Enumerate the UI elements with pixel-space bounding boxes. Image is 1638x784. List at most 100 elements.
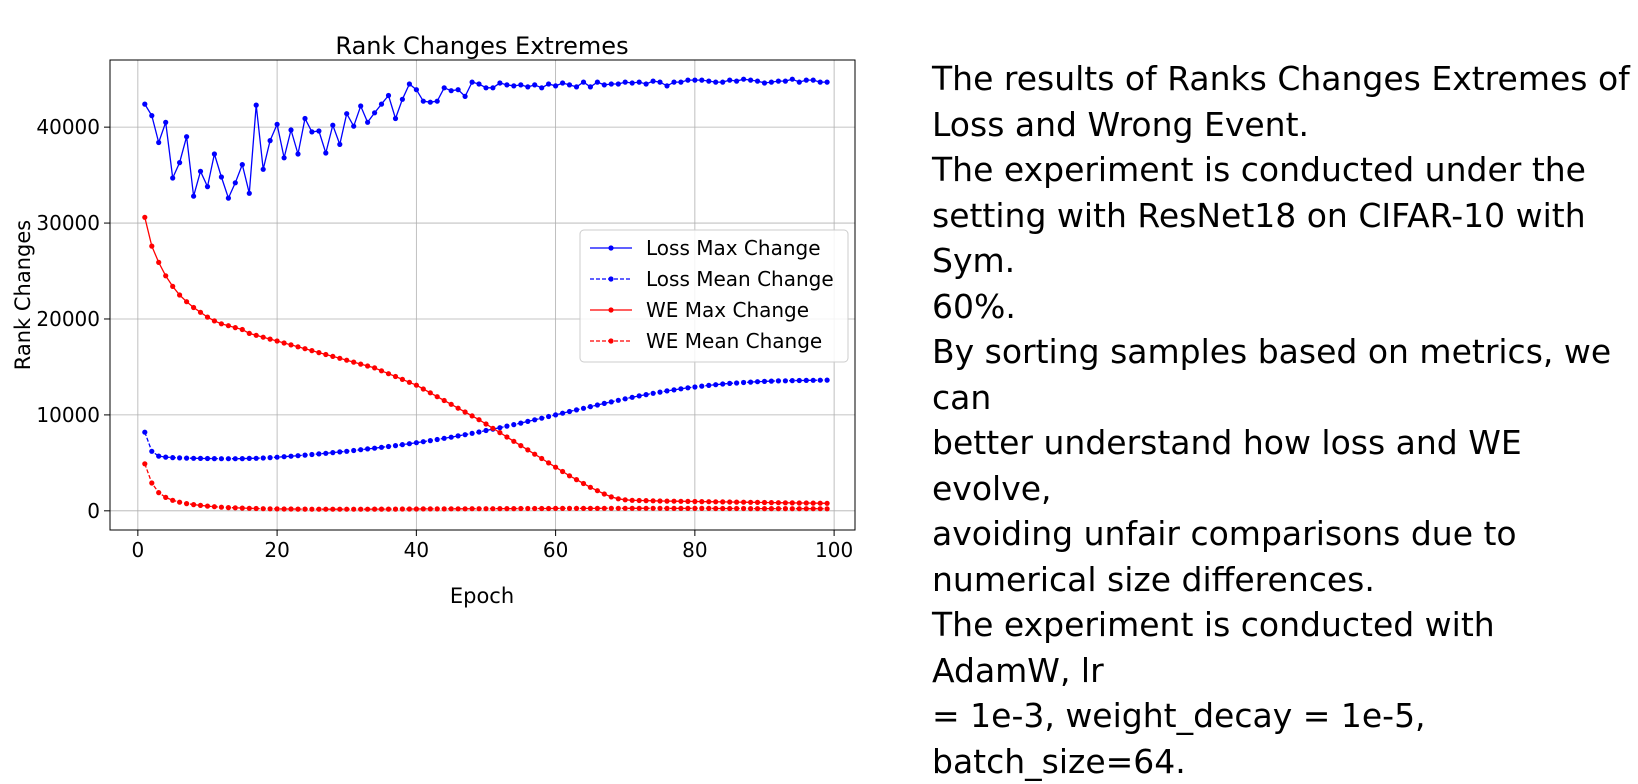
we-mean-change-point	[720, 505, 726, 512]
plot-frame	[109, 59, 856, 531]
we-max-change-point	[163, 273, 169, 279]
we-max-change-point	[197, 309, 204, 315]
loss-max-change-point	[372, 110, 378, 116]
rank-changes-chart: Rank Changes Extremes 0 20 40 60 80 100 0 1000…	[11, 32, 856, 608]
loss-max-change-point	[525, 84, 531, 90]
chart-title: Rank Changes Extremes	[335, 32, 628, 60]
loss-mean-change-point	[469, 430, 475, 436]
loss-mean-change-point	[309, 451, 315, 458]
loss-mean-change-point	[754, 379, 761, 385]
loss-max-change-point	[497, 80, 503, 86]
loss-mean-change-point	[720, 381, 726, 387]
x-tick-label: 80	[682, 538, 707, 562]
loss-max-change-point	[337, 141, 343, 147]
loss-max-change-point	[727, 77, 733, 83]
we-max-change-point	[149, 243, 155, 249]
we-max-change-point	[385, 371, 392, 377]
we-max-change-point	[295, 344, 301, 350]
loss-mean-change-point	[573, 407, 580, 413]
loss-mean-change-point	[636, 393, 642, 399]
we-max-change-point	[434, 394, 440, 400]
loss-mean-change-point	[365, 446, 371, 452]
we-mean-change-point	[539, 505, 545, 512]
we-max-change-point	[671, 498, 677, 504]
we-mean-change-point	[462, 506, 468, 512]
we-max-change-point	[553, 464, 559, 470]
loss-max-change-point	[504, 82, 510, 88]
we-mean-change-point	[664, 505, 670, 511]
we-mean-change-point	[378, 506, 385, 512]
loss-mean-change-point	[810, 377, 816, 383]
we-mean-change-point	[580, 505, 587, 511]
we-mean-change-point	[406, 506, 412, 512]
we-max-change-point	[727, 499, 733, 505]
we-mean-change-point	[629, 505, 635, 511]
loss-mean-change-point	[170, 455, 176, 461]
we-max-change-point	[518, 443, 524, 449]
we-mean-change-point	[594, 505, 601, 511]
loss-mean-change-point	[511, 422, 517, 428]
we-max-change-point	[302, 346, 308, 352]
we-mean-change-point	[260, 506, 266, 512]
x-tick-label: 40	[404, 538, 429, 562]
we-mean-change-point	[448, 506, 454, 512]
loss-mean-change-point	[685, 385, 691, 391]
legend-label: Loss Mean Change	[646, 267, 834, 291]
loss-max-change-point	[351, 123, 357, 129]
we-mean-change-point	[142, 461, 148, 467]
loss-mean-change-point	[163, 454, 169, 460]
loss-mean-change-point	[211, 456, 217, 462]
we-mean-change-point	[483, 506, 489, 512]
we-mean-change-point	[253, 505, 259, 512]
series-we-mean-change	[142, 461, 830, 512]
we-max-change-point	[225, 323, 231, 329]
description-line: = 1e-3, weight_decay = 1e-5, batch_size=…	[932, 696, 1426, 781]
we-mean-change-point	[497, 506, 503, 512]
we-mean-change-point	[385, 506, 392, 512]
we-max-change-point	[246, 330, 252, 336]
we-max-change-point	[734, 499, 740, 505]
we-mean-change-point	[615, 505, 621, 511]
we-max-change-point	[657, 498, 663, 504]
y-tick-label: 0	[87, 499, 100, 523]
we-max-change-point	[601, 491, 607, 497]
we-max-change-point	[796, 500, 802, 506]
we-mean-change-point	[525, 505, 531, 512]
we-max-change-point	[365, 363, 371, 369]
we-max-change-point	[754, 499, 761, 505]
we-mean-change-point	[177, 499, 183, 505]
we-max-change-point	[810, 500, 816, 506]
we-max-change-point	[608, 494, 614, 500]
loss-mean-change-point	[504, 423, 510, 429]
loss-mean-change-point	[337, 449, 343, 455]
loss-max-change-point	[699, 77, 705, 83]
loss-mean-change-point	[727, 380, 733, 386]
we-mean-change-point	[218, 504, 224, 510]
we-mean-change-point	[476, 506, 482, 512]
loss-mean-change-point	[768, 378, 775, 384]
loss-max-change-point	[566, 82, 573, 88]
we-mean-change-point	[650, 505, 656, 511]
loss-mean-change-point	[671, 387, 677, 393]
loss-max-change-point	[142, 101, 148, 107]
we-max-change-point	[692, 498, 698, 505]
loss-mean-change-point	[587, 404, 594, 410]
we-max-change-point	[204, 314, 211, 320]
we-max-change-point	[406, 379, 412, 385]
we-max-change-point	[483, 421, 489, 427]
loss-mean-change-point	[476, 429, 482, 435]
we-mean-change-point	[775, 506, 782, 512]
loss-mean-change-point	[615, 397, 621, 403]
loss-max-change-point	[657, 79, 663, 85]
we-mean-change-point	[274, 506, 280, 512]
loss-max-change-point	[490, 85, 496, 91]
loss-mean-change-point	[741, 379, 747, 386]
loss-max-change-point	[636, 79, 642, 85]
description-line: setting with ResNet18 on CIFAR-10 with S…	[932, 195, 1586, 281]
we-mean-change-point	[727, 505, 733, 512]
loss-mean-change-point	[497, 425, 503, 431]
we-max-change-point	[532, 451, 538, 457]
loss-mean-change-point	[546, 413, 552, 420]
y-tick-label: 30000	[36, 211, 100, 235]
loss-max-change-point	[191, 193, 197, 199]
